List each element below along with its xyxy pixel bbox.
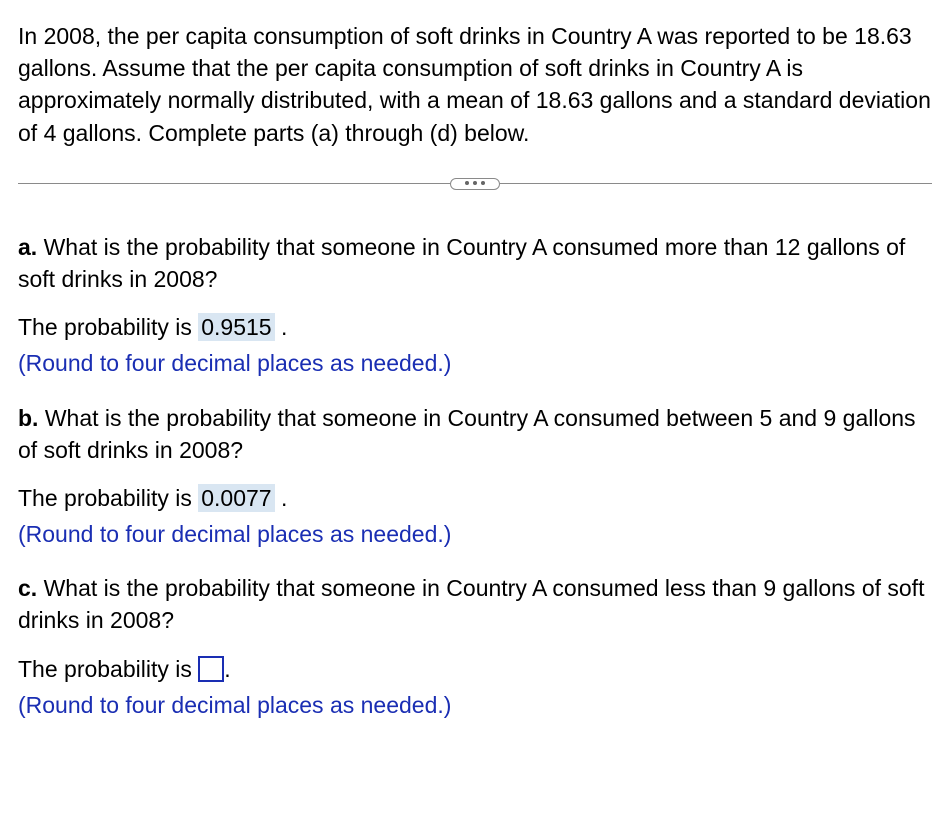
instruction-a: (Round to four decimal places as needed.… <box>18 347 932 379</box>
section-divider <box>18 169 932 199</box>
part-label-c: c. <box>18 575 37 601</box>
instruction-c: (Round to four decimal places as needed.… <box>18 689 932 721</box>
answer-line-b: The probability is 0.0077 . <box>18 482 932 514</box>
divider-line-left <box>18 183 450 184</box>
answer-line-c: The probability is . <box>18 653 932 685</box>
ellipsis-dot-icon <box>465 181 469 185</box>
answer-input-c[interactable] <box>198 656 224 682</box>
part-label-b: b. <box>18 405 38 431</box>
instruction-b: (Round to four decimal places as needed.… <box>18 518 932 550</box>
ellipsis-dot-icon <box>473 181 477 185</box>
ellipsis-dot-icon <box>481 181 485 185</box>
question-body-c: What is the probability that someone in … <box>18 575 924 633</box>
answer-prefix-c: The probability is <box>18 656 198 682</box>
answer-suffix-a: . <box>275 314 288 340</box>
answer-suffix-b: . <box>275 485 288 511</box>
question-text-b: b. What is the probability that someone … <box>18 402 932 466</box>
part-label-a: a. <box>18 234 37 260</box>
question-part-b: b. What is the probability that someone … <box>18 402 932 551</box>
answer-prefix-b: The probability is <box>18 485 198 511</box>
answer-prefix-a: The probability is <box>18 314 198 340</box>
question-text-c: c. What is the probability that someone … <box>18 572 932 636</box>
question-text-a: a. What is the probability that someone … <box>18 231 932 295</box>
answer-value-b[interactable]: 0.0077 <box>198 484 274 512</box>
intro-text: In 2008, the per capita consumption of s… <box>18 20 932 149</box>
answer-value-a[interactable]: 0.9515 <box>198 313 274 341</box>
question-part-c: c. What is the probability that someone … <box>18 572 932 721</box>
answer-line-a: The probability is 0.9515 . <box>18 311 932 343</box>
question-body-b: What is the probability that someone in … <box>18 405 916 463</box>
divider-line-right <box>500 183 932 184</box>
answer-suffix-c: . <box>224 656 230 682</box>
question-part-a: a. What is the probability that someone … <box>18 231 932 380</box>
expand-collapse-button[interactable] <box>450 178 500 190</box>
question-body-a: What is the probability that someone in … <box>18 234 905 292</box>
